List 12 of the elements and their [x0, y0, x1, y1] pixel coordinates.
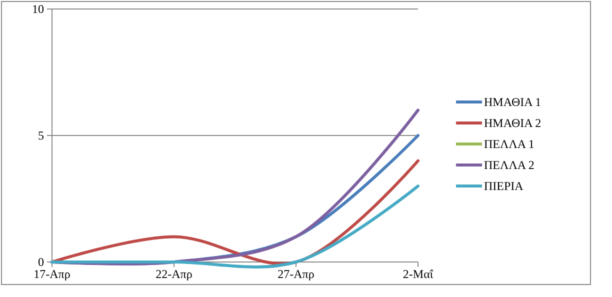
x-tick-label: 2-Μαΐ [402, 267, 434, 281]
x-tick-label: 27-Απρ [278, 267, 314, 281]
y-tick-label: 0 [38, 255, 44, 270]
y-tick-label: 5 [38, 128, 44, 143]
legend-label: ΗΜΑΘΙΑ 1 [484, 95, 542, 110]
legend-label: ΗΜΑΘΙΑ 2 [484, 116, 542, 130]
x-tick-label: 22-Απρ [156, 267, 192, 281]
y-tick-label: 10 [32, 2, 44, 16]
legend-label: ΠΕΛΛΑ 2 [484, 158, 534, 172]
legend-label: ΠΕΛΛΑ 1 [484, 137, 534, 152]
legend-label: ΠΙΕΡΙΑ [484, 179, 524, 194]
x-tick-label: 17-Απρ [34, 267, 70, 281]
